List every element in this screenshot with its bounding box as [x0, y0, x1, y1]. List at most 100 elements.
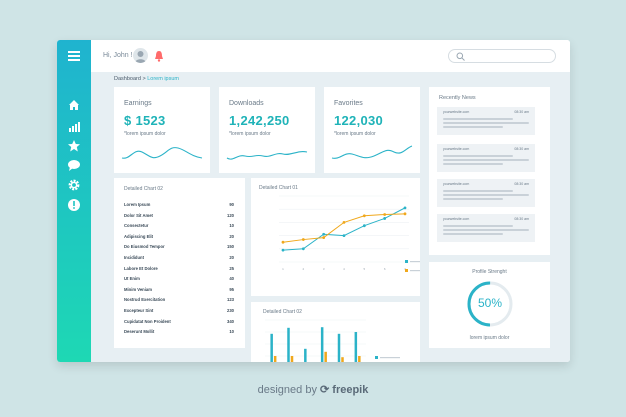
bar-series-2 — [290, 356, 294, 362]
trend-line — [121, 147, 203, 159]
recent-news-card: Recently News yourwebsite.com 08:30 am y… — [429, 87, 550, 255]
main-content: Dashboard > Lorem ipsum Earnings $ 1523 … — [91, 72, 570, 362]
home-icon[interactable] — [67, 98, 81, 112]
menu-icon[interactable] — [67, 49, 81, 63]
list-item-value: 20 — [229, 233, 234, 239]
list-item-value: 10 — [229, 329, 234, 335]
list-item-label: Do Eiusmod Tempor — [124, 244, 165, 250]
list-item-label: Incididunt — [124, 255, 145, 260]
data-point — [362, 224, 366, 228]
progress-percent: 50% — [477, 296, 503, 310]
list-item[interactable]: Labore Et Dolore 25 — [124, 266, 234, 274]
bar-series-1 — [320, 327, 324, 362]
news-item[interactable]: yourwebsite.com 08:30 am — [437, 179, 535, 207]
list-item-value: 230 — [227, 308, 234, 313]
bar-series-2 — [324, 351, 327, 362]
text-line — [443, 118, 513, 120]
list-item-value: 123 — [227, 297, 234, 303]
list-item-value: 25 — [229, 265, 234, 271]
news-item[interactable]: yourwebsite.com 08:30 am — [437, 144, 535, 172]
list-item[interactable]: Incididunt 20 — [124, 255, 234, 263]
list-item-label: Adipiscing Elit — [124, 233, 154, 239]
bar-series-1 — [287, 327, 290, 362]
data-point — [403, 212, 407, 216]
list-item-label: Labore Et Dolore — [124, 265, 158, 271]
line-chart-card: Detailed Chart 01 1234567 — [251, 178, 420, 296]
x-tick-label: 6 — [384, 267, 386, 271]
list-item[interactable]: Lorem Ipsum 90 — [124, 202, 234, 210]
data-point — [383, 213, 387, 216]
text-line — [443, 122, 529, 124]
gear-icon[interactable] — [67, 178, 81, 192]
progress-ring — [467, 281, 513, 327]
list-item-label: Minim Veniam — [124, 286, 152, 292]
stat-label: Downloads — [229, 100, 264, 107]
bell-icon[interactable] — [154, 49, 164, 62]
list-item[interactable]: Minim Veniam 95 — [124, 287, 234, 295]
text-line — [443, 155, 513, 157]
legend-swatch — [375, 356, 378, 359]
legend-line — [410, 270, 420, 272]
news-item[interactable]: yourwebsite.com 08:30 am — [437, 214, 535, 242]
detailed-list-card: Detailed Chart 02 Lorem Ipsum 90 Dolor Sit… — [114, 178, 245, 348]
bar-chart-icon[interactable] — [67, 120, 81, 134]
text-line — [443, 198, 503, 200]
text-line — [443, 163, 503, 165]
card-title: Profile Strenght — [472, 269, 507, 275]
news-time: 08:30 am — [514, 217, 529, 221]
star-icon[interactable] — [67, 139, 81, 153]
legend-line — [380, 357, 400, 359]
bar-series-1 — [304, 348, 307, 362]
legend-line — [410, 261, 420, 263]
news-time: 08:30 am — [514, 110, 529, 114]
list-item-label: Cupidatat Non Proident — [124, 318, 171, 324]
alert-icon[interactable] — [67, 198, 81, 212]
breadcrumb-current: Lorem ipsum — [147, 76, 179, 82]
list-item[interactable]: Adipiscing Elit 20 — [124, 234, 234, 242]
list-item-value: 90 — [229, 202, 234, 207]
avatar[interactable] — [133, 48, 148, 63]
list-item[interactable]: Deserunt Mollit 10 — [124, 329, 234, 337]
search-input[interactable] — [448, 49, 556, 63]
trend-line — [226, 151, 308, 160]
text-line — [443, 233, 503, 235]
bar-series-2 — [358, 356, 361, 362]
news-time: 08:30 am — [514, 147, 529, 151]
x-tick-label: 1 — [282, 267, 284, 271]
stat-value: 1,242,250 — [229, 113, 290, 128]
dashboard-window: Hi, John ! Dashboard > Lorem ipsum Earni… — [57, 40, 570, 362]
earnings-card: Earnings $ 1523 *lorem ipsum dolor — [114, 87, 210, 173]
data-point — [322, 232, 326, 236]
list-item[interactable]: Excepteur Sint 230 — [124, 308, 234, 316]
legend-swatch — [405, 269, 408, 272]
data-point — [301, 247, 305, 251]
x-tick-label: 4 — [343, 267, 345, 271]
legend-swatch — [405, 260, 408, 263]
list-item-label: Ut Enim — [124, 276, 140, 282]
greeting: Hi, John ! — [103, 52, 133, 59]
bar-series-1 — [337, 333, 341, 362]
list-item-value: 340 — [227, 318, 234, 324]
list-item[interactable]: Ut Enim 40 — [124, 276, 234, 284]
list-item[interactable]: Nostrud Exercitation 123 — [124, 297, 234, 305]
list-item[interactable]: Dolor Sit Amet 120 — [124, 213, 234, 221]
list-item-label: Dolor Sit Amet — [124, 212, 153, 218]
list-item-label: Deserunt Mollit — [124, 329, 155, 335]
list-item-label: Excepteur Sint — [124, 308, 154, 313]
data-point — [301, 238, 305, 241]
list-item[interactable]: Consectetur 10 — [124, 223, 234, 231]
ring-fill — [467, 281, 513, 327]
stat-sub: *lorem ipsum dolor — [334, 131, 376, 137]
news-item[interactable]: yourwebsite.com 08:30 am — [437, 107, 535, 135]
chat-icon[interactable] — [67, 158, 81, 172]
breadcrumb-root[interactable]: Dashboard — [114, 76, 141, 82]
stat-sub: *lorem ipsum dolor — [229, 131, 271, 137]
list-item[interactable]: Do Eiusmod Tempor 150 — [124, 244, 234, 252]
stat-sub: *lorem ipsum dolor — [124, 131, 166, 137]
stat-value: 122,030 — [334, 113, 384, 128]
data-point — [342, 221, 346, 224]
stat-value: $ 1523 — [124, 113, 166, 128]
chart-title: Detailed Chart 02 — [263, 309, 302, 315]
list-item[interactable]: Cupidatat Non Proident 340 — [124, 319, 234, 327]
